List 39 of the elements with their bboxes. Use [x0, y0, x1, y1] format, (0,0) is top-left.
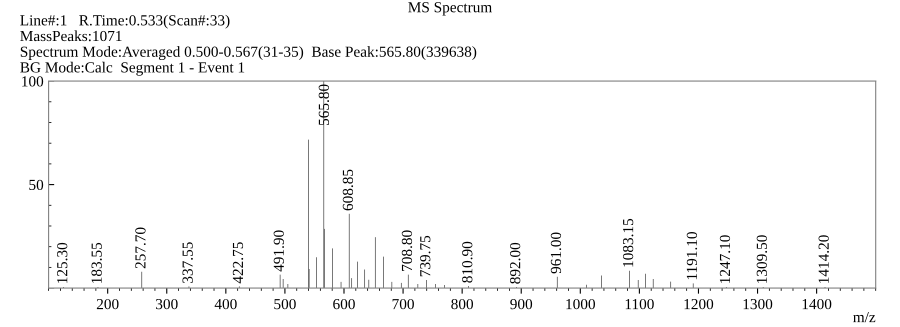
- x-tick-label: 1200: [684, 298, 714, 310]
- annotation: 739.75: [420, 236, 430, 276]
- y-tick-label: 100: [22, 76, 44, 87]
- annotation: 422.75: [232, 242, 244, 284]
- annotation: 491.90: [274, 230, 284, 272]
- annotation: 565.80: [318, 84, 330, 125]
- annotation: 1309.50: [756, 235, 768, 283]
- annotation: 1083.15: [622, 218, 634, 267]
- annotation: 810.90: [462, 242, 472, 283]
- text: MassPeaks:1071: [20, 30, 122, 42]
- x-axis-title: m/z: [853, 312, 876, 322]
- x-tick-label: 1300: [744, 298, 772, 310]
- annotation: 961.00: [550, 232, 562, 274]
- annotation: 183.55: [91, 242, 102, 283]
- x-tick-label: 1400: [802, 298, 832, 310]
- annotation: 708.80: [402, 230, 412, 271]
- x-tick-label: 500: [274, 298, 296, 310]
- x-tick-label: 800: [451, 298, 474, 310]
- annotation: 337.55: [182, 242, 193, 283]
- x-tick-label: 700: [392, 298, 414, 310]
- x-tick-label: 900: [510, 298, 532, 310]
- annotation: 1414.20: [818, 235, 829, 283]
- annotation: 257.70: [135, 228, 146, 268]
- y-tick-label: 50: [29, 180, 44, 190]
- text: Spectrum Mode:Averaged 0.500-0.567(31-35) Base Peak:565.80(339638): [20, 46, 476, 60]
- x-tick-label: 1100: [626, 298, 654, 310]
- annotation: 608.85: [342, 170, 354, 210]
- text: Line#:1 R.Time:0.533(Scan#:33): [20, 14, 230, 29]
- annotation: 1191.10: [686, 232, 698, 280]
- x-tick-label: 200: [96, 298, 119, 310]
- text: BG Mode:Calc Segment 1 - Event 1: [20, 62, 244, 76]
- annotation: 892.00: [510, 242, 520, 284]
- annotation: 1247.10: [720, 235, 730, 283]
- x-tick-label: 300: [156, 298, 178, 310]
- chart-title: MS Spectrum: [408, 2, 492, 16]
- x-tick-label: 600: [333, 298, 355, 310]
- annotation: 125.30: [57, 242, 68, 283]
- x-tick-label: 1000: [566, 298, 595, 310]
- x-tick-label: 400: [214, 298, 237, 310]
